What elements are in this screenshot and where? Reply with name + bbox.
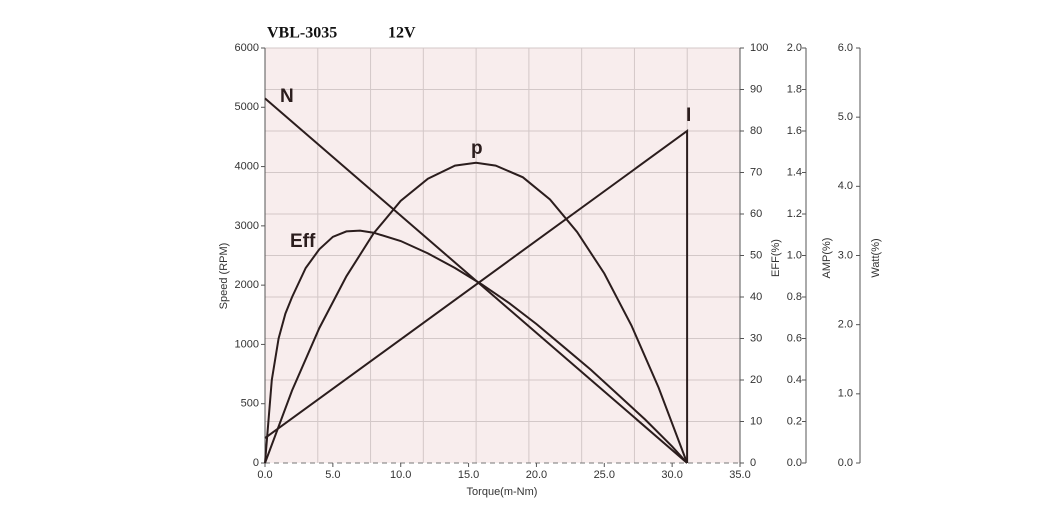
amp-tick-label: 2.0 xyxy=(787,42,802,54)
y-axis-title: Speed (RPM) xyxy=(218,243,230,310)
x-axis-title: Torque(m-Nm) xyxy=(467,486,538,498)
eff-axis-title: EFF(%) xyxy=(770,239,782,277)
y-tick-label: 4000 xyxy=(235,160,259,172)
series-line xyxy=(264,161,689,464)
x-tick-label: 30.0 xyxy=(661,469,682,481)
chart-subtitle: 12V xyxy=(388,25,416,42)
amp-tick-label: 1.4 xyxy=(787,166,802,178)
x-tick-label: 35.0 xyxy=(729,469,750,481)
y-tick-label: 2000 xyxy=(235,279,259,291)
eff-tick-label: 70 xyxy=(750,166,762,178)
series-label: Eff xyxy=(290,231,316,252)
eff-tick-label: 30 xyxy=(750,332,762,344)
watt-tick-label: 2.0 xyxy=(838,319,853,331)
watt-axis-title: Watt(%) xyxy=(870,238,882,277)
amp-tick-label: 1.6 xyxy=(787,125,802,137)
watt-tick-label: 6.0 xyxy=(838,42,853,54)
x-tick-label: 0.0 xyxy=(257,469,272,481)
eff-tick-label: 90 xyxy=(750,83,762,95)
y-tick-label: 5000 xyxy=(235,101,259,113)
x-tick-label: 15.0 xyxy=(458,469,479,481)
eff-tick-label: 100 xyxy=(750,42,768,54)
eff-tick-label: 80 xyxy=(750,125,762,137)
watt-tick-label: 4.0 xyxy=(838,180,853,192)
eff-tick-label: 50 xyxy=(750,249,762,261)
amp-tick-label: 0.4 xyxy=(787,374,802,386)
chart-title: VBL-3035 xyxy=(267,25,337,42)
eff-tick-label: 20 xyxy=(750,374,762,386)
amp-tick-label: 0.0 xyxy=(787,457,802,469)
watt-tick-label: 1.0 xyxy=(838,388,853,400)
amp-tick-label: 0.6 xyxy=(787,332,802,344)
series-label: p xyxy=(471,138,483,159)
series-label: I xyxy=(686,105,691,126)
y-tick-label: 1000 xyxy=(235,338,259,350)
watt-tick-label: 5.0 xyxy=(838,111,853,123)
y-tick-label: 3000 xyxy=(235,220,259,232)
amp-tick-label: 1.2 xyxy=(787,208,802,220)
series-label: N xyxy=(280,86,294,107)
amp-tick-label: 1.8 xyxy=(787,83,802,95)
x-tick-label: 20.0 xyxy=(526,469,547,481)
x-tick-label: 25.0 xyxy=(594,469,615,481)
series-line xyxy=(264,129,689,463)
y-tick-label: 0 xyxy=(253,457,259,469)
series-line xyxy=(264,229,688,464)
amp-tick-label: 1.0 xyxy=(787,249,802,261)
watt-tick-label: 0.0 xyxy=(838,457,853,469)
amp-tick-label: 0.2 xyxy=(787,415,802,427)
x-tick-label: 5.0 xyxy=(325,469,340,481)
eff-tick-label: 10 xyxy=(750,415,762,427)
amp-tick-label: 0.8 xyxy=(787,291,802,303)
y-tick-label: 500 xyxy=(241,398,259,410)
eff-tick-label: 0 xyxy=(750,457,756,469)
x-tick-label: 10.0 xyxy=(390,469,411,481)
amp-axis-title: AMP(%) xyxy=(821,238,833,279)
y-tick-label: 6000 xyxy=(235,42,259,54)
eff-tick-label: 60 xyxy=(750,208,762,220)
eff-tick-label: 40 xyxy=(750,291,762,303)
watt-tick-label: 3.0 xyxy=(838,249,853,261)
